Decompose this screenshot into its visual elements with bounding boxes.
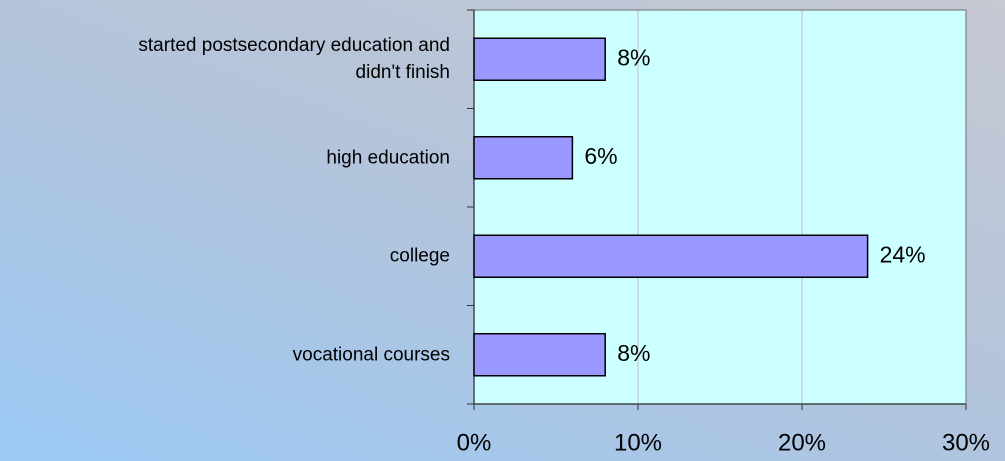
data-label: 8%	[617, 340, 650, 366]
data-label: 24%	[880, 241, 926, 267]
data-label: 8%	[617, 44, 650, 70]
y-tick-label: college	[389, 245, 450, 267]
y-tick-label: high education	[326, 147, 450, 169]
bar	[473, 37, 606, 81]
data-label: 6%	[584, 143, 617, 169]
y-tick-label: started postsecondary education and didn…	[138, 35, 450, 84]
bar	[473, 234, 869, 278]
bar	[473, 136, 574, 180]
x-tick-label: 20%	[778, 429, 826, 456]
x-tick-label: 0%	[457, 429, 492, 456]
y-tick-label: vocational courses	[292, 344, 450, 366]
x-tick-label: 30%	[942, 429, 990, 456]
bar	[473, 333, 606, 377]
x-tick-label: 10%	[614, 429, 662, 456]
